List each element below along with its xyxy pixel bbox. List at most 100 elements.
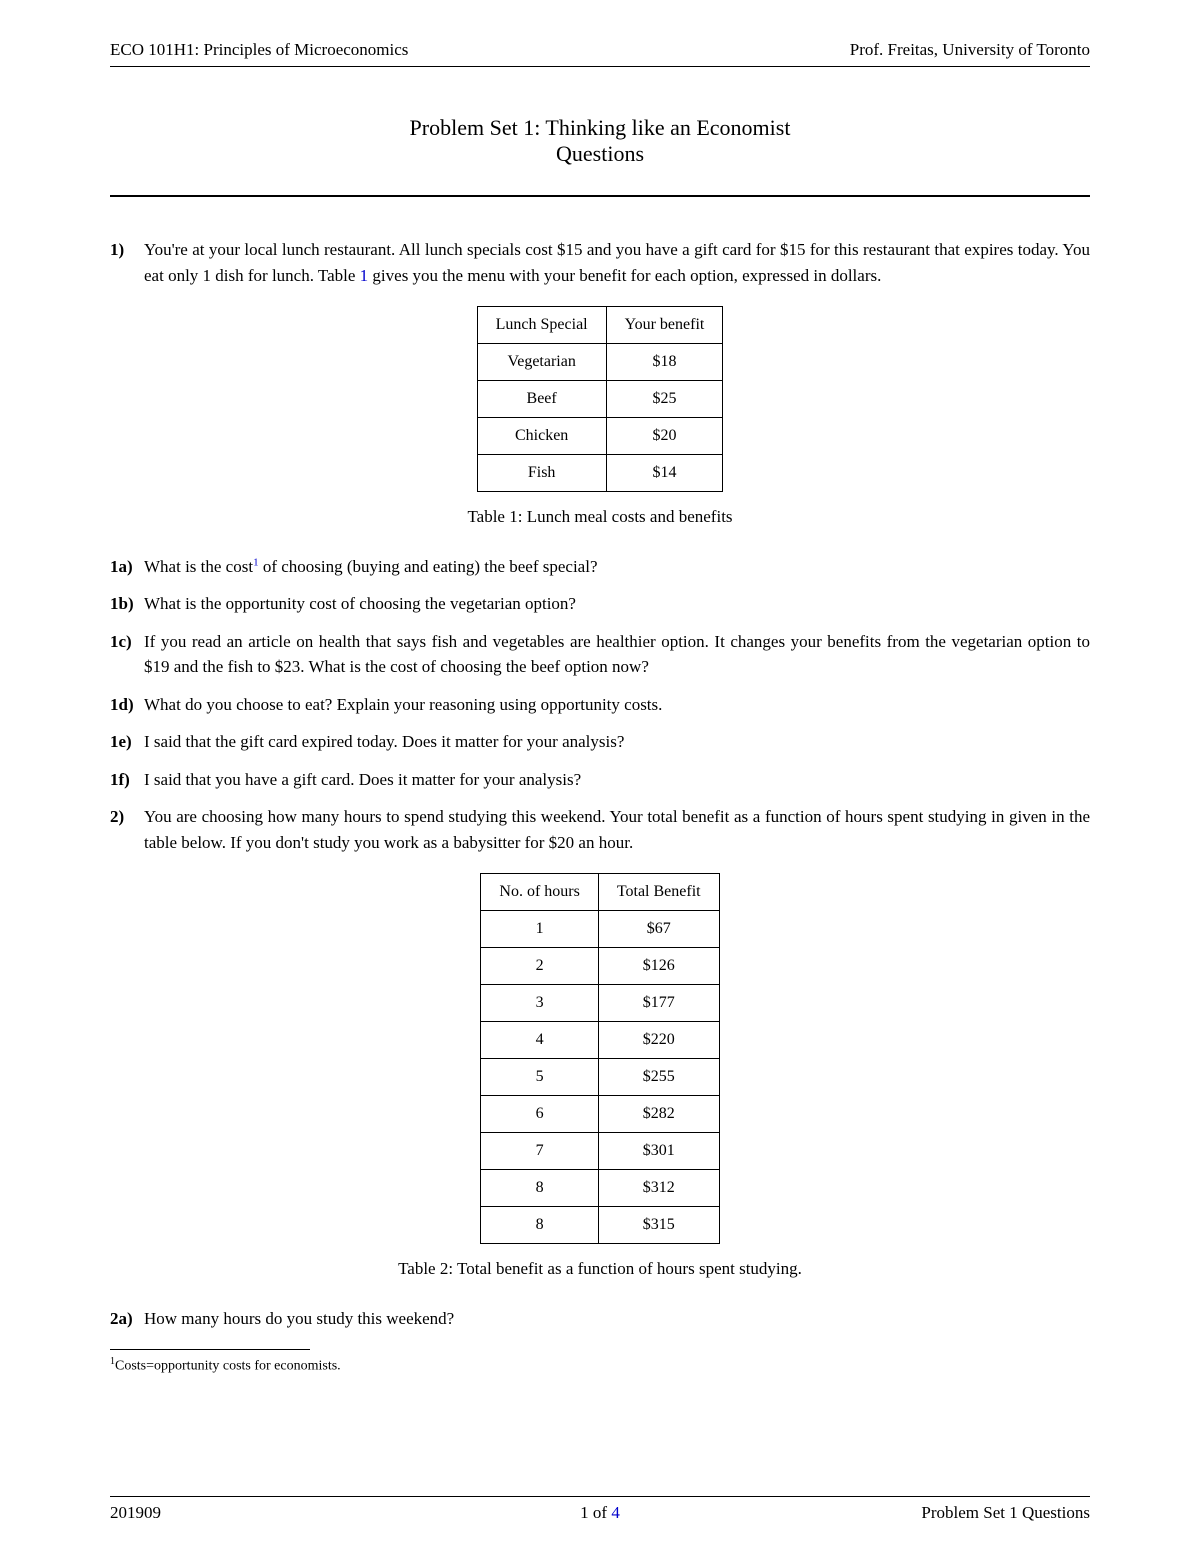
- table-row: Chicken$20: [477, 418, 723, 455]
- q1d-label: 1d): [110, 692, 144, 718]
- table-1: Lunch Special Your benefit Vegetarian$18…: [477, 306, 724, 492]
- table-cell: $14: [606, 455, 723, 492]
- q1-body: You're at your local lunch restaurant. A…: [144, 237, 1090, 288]
- question-1f: 1f) I said that you have a gift card. Do…: [110, 767, 1090, 793]
- title-rule: [110, 195, 1090, 197]
- q1e-body: I said that the gift card expired today.…: [144, 729, 1090, 755]
- table-cell: 1: [481, 911, 598, 948]
- footer: 201909 1 of 4 Problem Set 1 Questions: [110, 1476, 1090, 1523]
- q1a-body: What is the cost1 of choosing (buying an…: [144, 554, 1090, 580]
- question-1c: 1c) If you read an article on health tha…: [110, 629, 1090, 680]
- title-block: Problem Set 1: Thinking like an Economis…: [110, 115, 1090, 167]
- table-cell: 3: [481, 985, 598, 1022]
- footnote-rule: [110, 1349, 310, 1350]
- table-header-cell: Your benefit: [606, 307, 723, 344]
- q1-text-after: gives you the menu with your benefit for…: [368, 266, 881, 285]
- q1c-label: 1c): [110, 629, 144, 680]
- table-2: No. of hours Total Benefit 1$67 2$126 3$…: [480, 873, 719, 1244]
- table-cell: 6: [481, 1096, 598, 1133]
- q1f-body: I said that you have a gift card. Does i…: [144, 767, 1090, 793]
- table-row: Vegetarian$18: [477, 344, 723, 381]
- table-row: 5$255: [481, 1059, 719, 1096]
- header-left: ECO 101H1: Principles of Microeconomics: [110, 40, 408, 60]
- question-1d: 1d) What do you choose to eat? Explain y…: [110, 692, 1090, 718]
- table-cell: $312: [598, 1170, 719, 1207]
- table-2-wrap: No. of hours Total Benefit 1$67 2$126 3$…: [110, 873, 1090, 1282]
- question-1a: 1a) What is the cost1 of choosing (buyin…: [110, 554, 1090, 580]
- table-row: 8$312: [481, 1170, 719, 1207]
- table-header-cell: Lunch Special: [477, 307, 606, 344]
- table-cell: $20: [606, 418, 723, 455]
- table-header-cell: No. of hours: [481, 874, 598, 911]
- table-cell: $67: [598, 911, 719, 948]
- table-1-reference[interactable]: 1: [360, 266, 369, 285]
- q1a-before: What is the cost: [144, 557, 253, 576]
- footnote-1: 1Costs=opportunity costs for economists.: [110, 1354, 1090, 1377]
- table-cell: $25: [606, 381, 723, 418]
- footnote-text: Costs=opportunity costs for economists.: [115, 1359, 341, 1374]
- table-1-caption: Table 1: Lunch meal costs and benefits: [467, 504, 732, 530]
- footer-left: 201909: [110, 1503, 161, 1523]
- q1a-after: of choosing (buying and eating) the beef…: [259, 557, 598, 576]
- table-cell: 7: [481, 1133, 598, 1170]
- table-row: 6$282: [481, 1096, 719, 1133]
- question-1b: 1b) What is the opportunity cost of choo…: [110, 591, 1090, 617]
- q1-label: 1): [110, 237, 144, 288]
- table-cell: $177: [598, 985, 719, 1022]
- table-row: 2$126: [481, 948, 719, 985]
- page: ECO 101H1: Principles of Microeconomics …: [0, 0, 1200, 1553]
- question-1: 1) You're at your local lunch restaurant…: [110, 237, 1090, 288]
- table-cell: Vegetarian: [477, 344, 606, 381]
- table-cell: $126: [598, 948, 719, 985]
- table-cell: 8: [481, 1170, 598, 1207]
- table-cell: $220: [598, 1022, 719, 1059]
- page-total[interactable]: 4: [611, 1503, 620, 1522]
- table-cell: 2: [481, 948, 598, 985]
- q1b-label: 1b): [110, 591, 144, 617]
- table-row: 7$301: [481, 1133, 719, 1170]
- table-1-wrap: Lunch Special Your benefit Vegetarian$18…: [110, 306, 1090, 530]
- table-cell: 8: [481, 1207, 598, 1244]
- table-cell: $315: [598, 1207, 719, 1244]
- table-row: 8$315: [481, 1207, 719, 1244]
- table-cell: $18: [606, 344, 723, 381]
- table-row: 1$67: [481, 911, 719, 948]
- table-cell: $255: [598, 1059, 719, 1096]
- footer-center: 1 of 4: [580, 1503, 620, 1523]
- question-2: 2) You are choosing how many hours to sp…: [110, 804, 1090, 855]
- q1d-body: What do you choose to eat? Explain your …: [144, 692, 1090, 718]
- table-header-row: Lunch Special Your benefit: [477, 307, 723, 344]
- table-cell: $282: [598, 1096, 719, 1133]
- content: 1) You're at your local lunch restaurant…: [110, 237, 1090, 1476]
- table-row: 4$220: [481, 1022, 719, 1059]
- question-1e: 1e) I said that the gift card expired to…: [110, 729, 1090, 755]
- footer-rule: [110, 1496, 1090, 1497]
- table-cell: Chicken: [477, 418, 606, 455]
- q1f-label: 1f): [110, 767, 144, 793]
- footer-right: Problem Set 1 Questions: [921, 1503, 1090, 1523]
- q1a-label: 1a): [110, 554, 144, 580]
- table-row: Beef$25: [477, 381, 723, 418]
- q2a-body: How many hours do you study this weekend…: [144, 1306, 1090, 1332]
- table-cell: Beef: [477, 381, 606, 418]
- q1b-body: What is the opportunity cost of choosing…: [144, 591, 1090, 617]
- q2-body: You are choosing how many hours to spend…: [144, 804, 1090, 855]
- table-row: Fish$14: [477, 455, 723, 492]
- table-header-cell: Total Benefit: [598, 874, 719, 911]
- question-2a: 2a) How many hours do you study this wee…: [110, 1306, 1090, 1332]
- title-line1: Problem Set 1: Thinking like an Economis…: [110, 115, 1090, 141]
- page-header: ECO 101H1: Principles of Microeconomics …: [110, 40, 1090, 67]
- q2a-label: 2a): [110, 1306, 144, 1332]
- q1e-label: 1e): [110, 729, 144, 755]
- header-right: Prof. Freitas, University of Toronto: [850, 40, 1090, 60]
- table-cell: 4: [481, 1022, 598, 1059]
- table-2-caption: Table 2: Total benefit as a function of …: [398, 1256, 802, 1282]
- title-line2: Questions: [110, 141, 1090, 167]
- table-header-row: No. of hours Total Benefit: [481, 874, 719, 911]
- table-cell: Fish: [477, 455, 606, 492]
- table-1-body: Vegetarian$18 Beef$25 Chicken$20 Fish$14: [477, 344, 723, 492]
- q2-label: 2): [110, 804, 144, 855]
- q1c-body: If you read an article on health that sa…: [144, 629, 1090, 680]
- table-cell: $301: [598, 1133, 719, 1170]
- footer-row: 201909 1 of 4 Problem Set 1 Questions: [110, 1503, 1090, 1523]
